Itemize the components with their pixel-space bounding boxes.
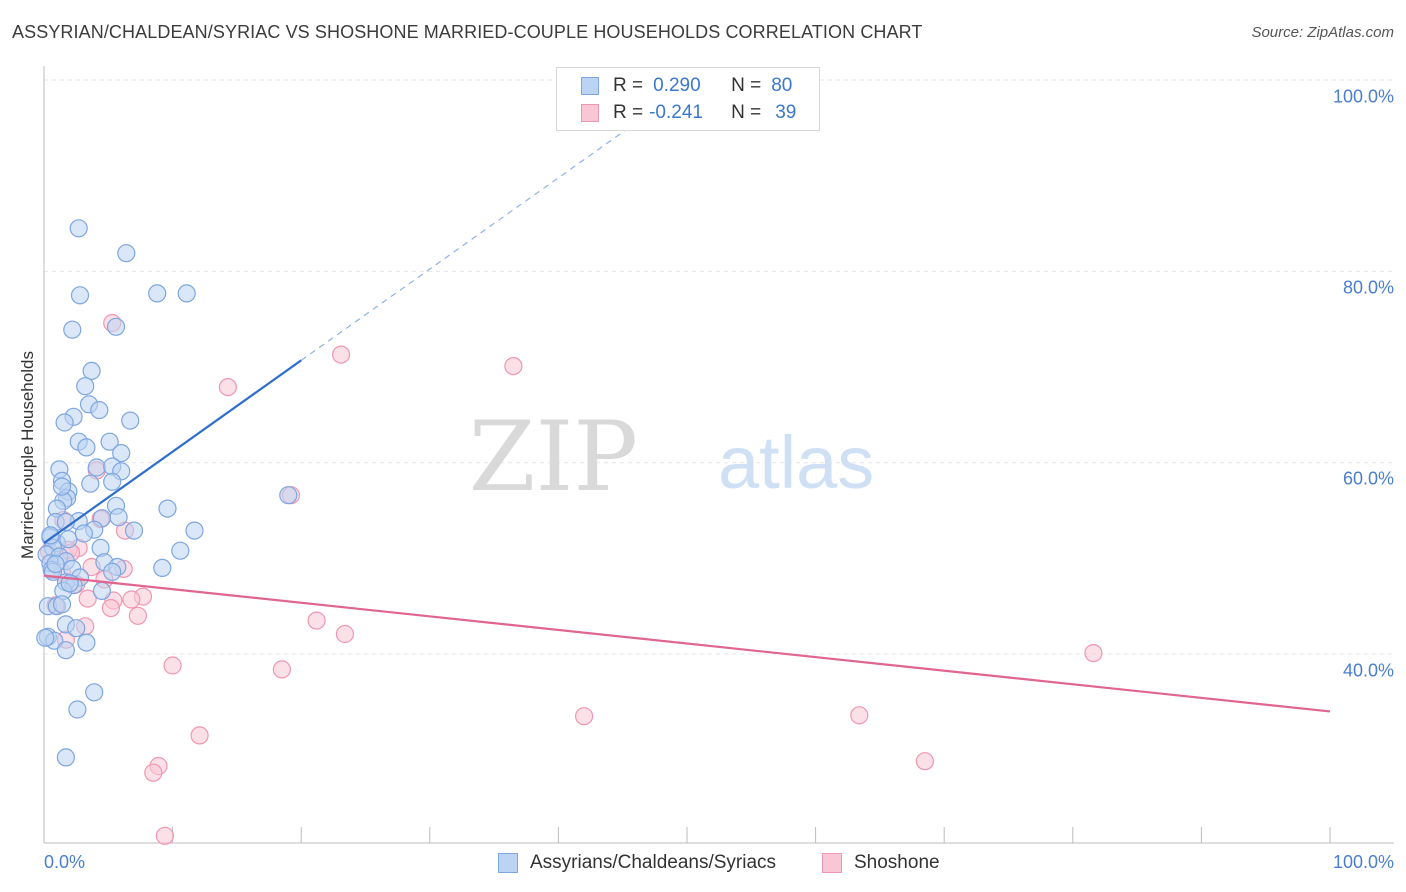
y-tick-label-80: 80.0% [1342,277,1394,298]
assyrian-point-4 [177,284,196,303]
legend-swatch-blue [498,853,518,873]
assyrian-point-64 [52,595,72,614]
legend-item-shoshone[interactable]: Shoshone [822,852,940,874]
shoshone-point-26 [335,624,354,644]
assyrian-point-74 [36,628,55,647]
stats-n-value: 80 [771,75,793,96]
assyrian-point-17 [112,444,131,463]
assyrian-points [36,219,298,767]
legend-swatch-pink [822,853,842,873]
stats-n-value: 39 [775,102,797,123]
shoshone-point-30 [272,660,291,679]
assyrian-point-54 [153,558,172,578]
assyrian-point-8 [76,377,95,396]
shoshone-point-31 [574,707,594,726]
y-tick-label-60: 60.0% [1342,468,1394,489]
legend-item-assyrians[interactable]: Assyrians/Chaldeans/Syriacs [498,852,776,874]
y-tick-label-100: 100.0% [1332,86,1394,107]
assyrian-point-28 [279,486,298,505]
stats-swatch-pink [581,104,599,122]
stats-r-label: R = [613,75,644,96]
assyrian-point-19 [87,458,106,477]
assyrian-point-33 [109,508,128,527]
assyrian-point-71 [85,683,104,702]
assyrian-point-7 [82,361,101,380]
assyrian-point-66 [67,619,86,638]
shoshone-point-32 [850,706,869,725]
shoshone-point-23 [101,598,121,618]
watermark-atlas: atlas [718,421,874,504]
assyrian-point-16 [77,438,96,457]
stats-n-label: N = [731,75,762,96]
shoshone-point-37 [155,826,174,845]
assyrian-point-2 [70,286,90,305]
shoshone-points [39,313,1103,845]
watermark: ZIP atlas [469,401,875,513]
y-tick-label-40: 40.0% [1342,660,1394,681]
shoshone-point-33 [190,726,209,745]
stats-row-pink: R = -0.241 N = 39 [581,100,796,126]
shoshone-trend-line [43,574,1331,713]
assyrian-point-72 [68,700,87,719]
assyrian-trend-line [43,359,302,544]
assyrian-point-38 [124,521,144,540]
assyrian-point-10 [90,401,109,420]
assyrian-point-47 [171,541,190,560]
assyrian-point-69 [77,633,96,652]
assyrian-point-78 [46,554,65,574]
assyrian-point-56 [103,562,122,581]
assyrian-point-22 [81,474,100,493]
assyrian-point-1 [117,244,136,263]
assyrian-point-23 [103,472,122,491]
x-tick-label-max: 100.0% [1332,852,1394,872]
shoshone-point-20 [122,590,141,609]
assyrian-point-12 [55,413,74,432]
shoshone-point-19 [78,589,97,608]
shoshone-point-29 [163,656,182,675]
assyrian-point-15 [100,432,119,451]
assyrian-point-13 [121,411,140,430]
assyrian-point-3 [148,284,167,303]
stats-swatch-blue [581,77,599,95]
y-axis-label: Married-couple Households [18,351,37,559]
assyrian-point-5 [63,320,82,339]
stats-r-label: R = [613,102,644,123]
assyrian-point-77 [74,524,94,543]
trend-lines [43,122,1331,713]
assyrian-point-61 [92,581,112,601]
stats-row-blue: R = 0.290 N = 80 [581,73,792,99]
chart-title: ASSYRIAN/CHALDEAN/SYRIAC VS SHOSHONE MAR… [12,22,923,42]
shoshone-point-24 [128,606,147,625]
assyrian-point-29 [158,499,177,518]
shoshone-point-2 [504,357,523,376]
shoshone-point-3 [218,378,237,397]
x-tick-label-min: 0.0% [44,852,86,872]
shoshone-point-36 [144,763,163,782]
shoshone-point-34 [915,752,935,771]
assyrian-point-39 [185,521,204,540]
chart-legend: Assyrians/Chaldeans/Syriacs Shoshone [0,852,1406,878]
assyrian-point-76 [52,477,72,496]
shoshone-point-1 [332,345,351,364]
watermark-zip: ZIP [469,401,638,513]
stats-r-value: -0.241 [649,102,703,123]
shoshone-point-28 [1084,643,1103,663]
correlation-stats-box: R = 0.290 N = 80 R = -0.241 N = 39 [556,67,820,131]
legend-label-shoshone: Shoshone [854,852,940,873]
source-label: Source: ZipAtlas.com [1251,24,1394,41]
stats-r-value: 0.290 [653,75,701,96]
assyrian-point-70 [56,641,76,660]
stats-n-label: N = [731,102,762,123]
assyrian-point-73 [56,748,76,767]
assyrian-point-6 [106,317,126,336]
axes-layer [43,66,1394,844]
assyrian-trend-extension [300,122,636,361]
shoshone-point-25 [307,611,326,630]
assyrian-point-0 [69,219,88,238]
assyrian-point-75 [41,526,60,545]
grid-layer [44,79,1394,655]
assyrian-point-42 [59,530,78,549]
legend-label-assyrians: Assyrians/Chaldeans/Syriacs [530,852,777,873]
